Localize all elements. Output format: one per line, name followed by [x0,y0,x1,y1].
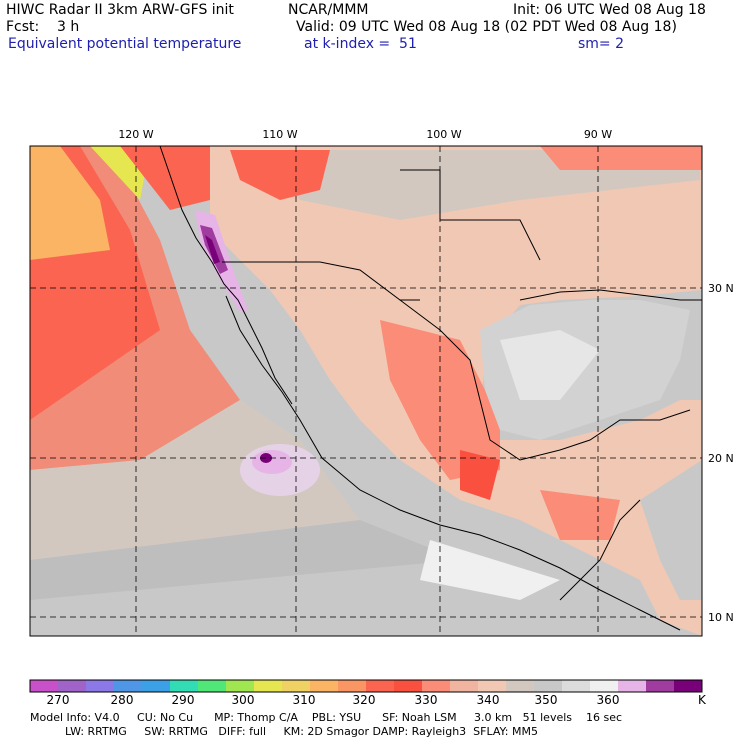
colorbar-swatch [562,680,591,692]
colorbar-tick: 290 [171,693,195,707]
colorbar-swatch [338,680,367,692]
colorbar-swatch [142,680,171,692]
colorbar-tick: 350 [534,693,558,707]
colorbar-swatch [394,680,423,692]
colorbar-swatch [646,680,675,692]
colorbar-swatch [226,680,255,692]
colorbar-tick: 360 [596,693,620,707]
colorbar-swatch [366,680,395,692]
field-name: Equivalent potential temperature [8,36,242,52]
model-title: HIWC Radar II 3km ARW-GFS init [6,2,234,18]
graticule [30,146,702,636]
map-frame [29,145,703,637]
lon-label-120w: 120 W [118,128,153,141]
model-info-line1: Model Info: V4.0 CU: No Cu MP: Thomp C/A… [30,711,623,724]
colorbar-swatch [114,680,143,692]
colorbar-swatch [86,680,115,692]
colorbar-swatch [58,680,87,692]
valid-time: Valid: 09 UTC Wed 08 Aug 18 (02 PDT Wed … [296,19,677,35]
colorbar-tick: 340 [476,693,500,707]
colorbar-frame [29,679,703,693]
init-time: Init: 06 UTC Wed 08 Aug 18 [513,2,706,18]
lon-label-90w: 90 W [584,128,612,141]
colorbar-tick: 270 [46,693,70,707]
colorbar-swatch [422,680,451,692]
colorbar-swatch [506,680,535,692]
colorbar-swatch [282,680,311,692]
colorbar-unit: K [698,693,707,707]
colorbar-swatch [478,680,507,692]
colorbar-swatch [618,680,647,692]
colorbar-swatch [310,680,339,692]
level-label: at k-index = 51 [304,36,417,52]
colorbar-swatch [254,680,283,692]
colorbar [29,679,703,693]
lon-label-100w: 100 W [426,128,461,141]
colorbar-swatch [450,680,479,692]
colorbar-tick: 300 [231,693,255,707]
colorbar-tick: 280 [110,693,134,707]
colorbar-swatch [534,680,563,692]
smoothing-label: sm= 2 [578,36,625,52]
lat-label-20n: 20 N [708,452,734,465]
lat-label-10n: 10 N [708,611,734,624]
lat-label-30n: 30 N [708,282,734,295]
colorbar-swatch [30,680,59,692]
forecast-hour: Fcst: 3 h [6,19,80,35]
colorbar-swatch [674,680,703,692]
theta-e-field [30,146,702,636]
source-label: NCAR/MMM [288,2,369,18]
colorbar-tick: 320 [352,693,376,707]
lon-label-110w: 110 W [262,128,297,141]
model-info-line2: LW: RRTMG SW: RRTMG DIFF: full KM: 2D Sm… [30,725,538,738]
colorbar-tick: 330 [414,693,438,707]
colorbar-tick: 310 [292,693,316,707]
colorbar-swatch [198,680,227,692]
colorbar-swatch [170,680,199,692]
colorbar-swatch [590,680,619,692]
